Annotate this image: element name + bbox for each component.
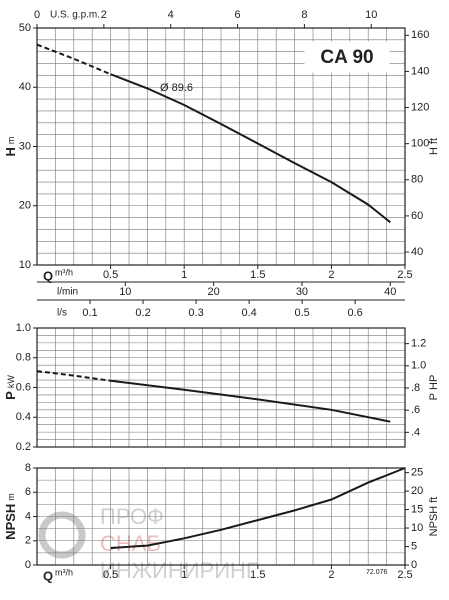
x-tick-label: 2 xyxy=(328,269,334,281)
secondary-tick-label: 0.6 xyxy=(348,307,363,319)
y-tick-label: 6 xyxy=(25,486,31,498)
y-tick-label: 0 xyxy=(25,559,31,571)
top-axis-label: U.S. g.p.m. xyxy=(50,10,100,21)
y-tick-label: 30 xyxy=(19,140,31,152)
secondary-tick-label: 0.5 xyxy=(294,307,309,319)
y2-axis-name: NPSH xyxy=(428,506,440,537)
x-axis-unit: m³/h xyxy=(55,567,73,577)
y2-tick-label: 80 xyxy=(411,174,423,186)
secondary-tick-label: 40 xyxy=(384,286,396,298)
y2-tick-label: 140 xyxy=(411,65,429,77)
y2-tick-label: 1.0 xyxy=(411,360,426,372)
y2-tick-label: 10 xyxy=(411,522,423,534)
y2-tick-label: .6 xyxy=(411,404,420,416)
y-tick-label: 1.0 xyxy=(16,322,31,334)
secondary-tick-label: 0.1 xyxy=(82,307,97,319)
y2-axis-label: P HP xyxy=(428,375,440,401)
x-tick-label: 0.5 xyxy=(103,269,118,281)
y-axis-label: NPSH m xyxy=(3,493,18,540)
curve xyxy=(110,73,391,224)
y2-tick-label: 20 xyxy=(411,485,423,497)
y-axis-unit: m xyxy=(6,137,16,145)
x-tick-label: 2.5 xyxy=(397,269,412,281)
y2-axis-label: Hft xyxy=(428,138,440,155)
x-tick-label: 1 xyxy=(181,569,187,581)
y-tick-label: 2 xyxy=(25,535,31,547)
top-tick-label: 10 xyxy=(365,9,377,21)
y-axis-name: P xyxy=(3,391,18,400)
top-tick-label: 6 xyxy=(234,9,240,21)
y2-tick-label: 25 xyxy=(411,467,423,479)
y-axis-label: PkW xyxy=(3,375,18,400)
y-axis-name: H xyxy=(3,147,18,156)
watermark: ПРОФ СНАБ ИНЖИНИРИНГ xyxy=(38,504,258,583)
x-axis-unit: m³/h xyxy=(55,267,73,277)
secondary-tick-label: 20 xyxy=(208,286,220,298)
curve xyxy=(110,467,406,549)
x-axis-label: Q xyxy=(43,568,53,583)
secondary-axis-label: l/s xyxy=(57,308,67,319)
y2-axis-label: NPSH ft xyxy=(428,497,440,537)
y2-axis-name: P xyxy=(428,393,440,400)
y-tick-label: 0.2 xyxy=(16,441,31,453)
curve xyxy=(36,43,111,76)
y-tick-label: 0.4 xyxy=(16,411,31,423)
y2-axis-unit: HP xyxy=(428,375,440,390)
y2-tick-label: 0 xyxy=(411,559,417,571)
y2-tick-label: 5 xyxy=(411,540,417,552)
y-axis-unit: kW xyxy=(6,375,16,389)
y2-tick-label: .4 xyxy=(411,426,420,438)
y2-tick-label: 15 xyxy=(411,503,423,515)
watermark-text: СНАБ xyxy=(100,531,161,556)
y-tick-label: 0.8 xyxy=(16,352,31,364)
curve xyxy=(110,379,391,423)
annotation: Ø 89.6 xyxy=(160,82,193,94)
y-tick-label: 20 xyxy=(19,200,31,212)
y-tick-label: 8 xyxy=(25,462,31,474)
top-tick-label: 8 xyxy=(301,9,307,21)
x-tick-label: 1.5 xyxy=(250,569,265,581)
y2-axis-unit: ft xyxy=(428,497,440,503)
y2-tick-label: 1.2 xyxy=(411,338,426,350)
title-box xyxy=(304,41,390,73)
x-tick-label: 2.5 xyxy=(397,569,412,581)
y-axis-unit: m xyxy=(6,493,16,501)
secondary-tick-label: 0.4 xyxy=(241,307,256,319)
top-tick-label: 0 xyxy=(34,9,40,21)
y2-tick-label: 120 xyxy=(411,101,429,113)
secondary-tick-label: 10 xyxy=(119,286,131,298)
secondary-tick-label: 0.2 xyxy=(135,307,150,319)
y2-tick-label: .8 xyxy=(411,382,420,394)
y-tick-label: 50 xyxy=(19,22,31,34)
x-axis-label: Q xyxy=(43,268,53,283)
watermark-logo xyxy=(38,511,86,559)
x-tick-label: 1.5 xyxy=(250,269,265,281)
watermark-text: ИНЖИНИРИНГ xyxy=(100,558,258,583)
y2-tick-label: 160 xyxy=(411,29,429,41)
y2-axis-name: H xyxy=(428,147,440,155)
top-tick-label: 2 xyxy=(101,9,107,21)
secondary-tick-label: 0.3 xyxy=(188,307,203,319)
chart-title: CA 90 xyxy=(320,47,373,68)
y-tick-label: 4 xyxy=(25,510,31,522)
secondary-axis-label: l/min xyxy=(57,287,78,298)
x-tick-label: 2 xyxy=(328,569,334,581)
y2-tick-label: 40 xyxy=(411,246,423,258)
y2-tick-label: 60 xyxy=(411,210,423,222)
y2-tick-label: 100 xyxy=(411,138,429,150)
y-axis-name: NPSH xyxy=(3,504,18,540)
y2-axis-unit: ft xyxy=(428,138,440,144)
curve xyxy=(36,370,111,382)
x-tick-label: 1 xyxy=(181,269,187,281)
drawing-code: 72.076 xyxy=(366,569,388,576)
secondary-tick-label: 30 xyxy=(296,286,308,298)
y-tick-label: 10 xyxy=(19,259,31,271)
y-axis-label: Hm xyxy=(3,137,18,157)
y-tick-label: 40 xyxy=(19,81,31,93)
top-tick-label: 4 xyxy=(168,9,174,21)
y-tick-label: 0.6 xyxy=(16,381,31,393)
x-tick-label: 0.5 xyxy=(103,569,118,581)
